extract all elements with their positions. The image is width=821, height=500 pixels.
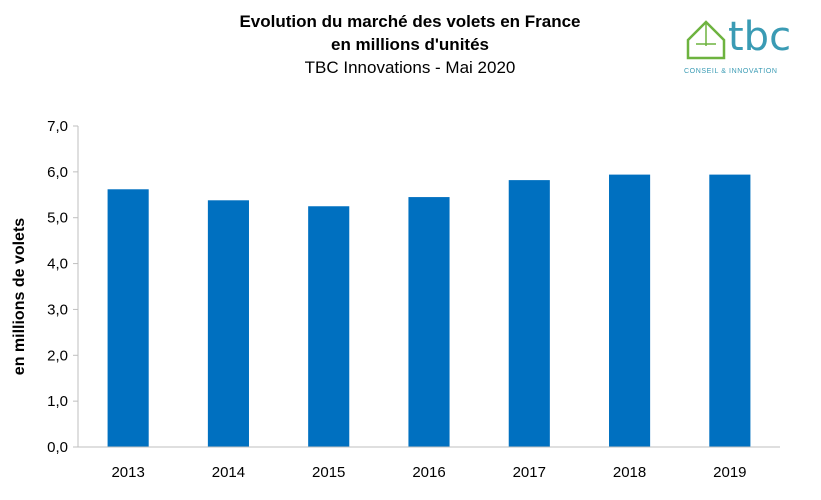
chart-subtitle: TBC Innovations - Mai 2020 xyxy=(304,58,516,77)
y-tick-label: 7,0 xyxy=(47,118,68,135)
bar-2018 xyxy=(609,174,651,447)
x-tick-label: 2018 xyxy=(613,464,646,481)
logo-tagline: CONSEIL & INNOVATION xyxy=(684,68,778,75)
y-tick-label: 4,0 xyxy=(47,256,68,273)
y-tick-label: 5,0 xyxy=(47,210,68,227)
logo-text: tbc xyxy=(728,14,792,60)
y-tick-label: 2,0 xyxy=(47,347,68,364)
bar-2017 xyxy=(508,180,550,447)
house-icon xyxy=(686,20,726,60)
bar-2019 xyxy=(709,174,751,447)
y-tick-label: 3,0 xyxy=(47,301,68,318)
bars xyxy=(107,174,751,448)
tbc-logo: tbc CONSEIL & INNOVATION xyxy=(684,14,804,80)
y-axis-label: en millions de volets xyxy=(11,218,28,375)
y-tick-label: 1,0 xyxy=(47,393,68,410)
y-axis-ticks: 0,0 1,0 2,0 3,0 4,0 5,0 6,0 7,0 xyxy=(47,118,78,456)
chart-title-line1: Evolution du marché des volets en France xyxy=(239,12,581,31)
x-tick-label: 2017 xyxy=(513,464,546,481)
x-axis-ticks: 2013 2014 2015 2016 2017 2018 2019 xyxy=(111,464,746,481)
x-tick-label: 2016 xyxy=(412,464,445,481)
bar-2013 xyxy=(107,189,149,448)
x-tick-label: 2014 xyxy=(212,464,245,481)
y-tick-label: 0,0 xyxy=(47,439,68,456)
bar-2016 xyxy=(408,197,450,447)
x-tick-label: 2019 xyxy=(713,464,746,481)
x-tick-label: 2015 xyxy=(312,464,345,481)
chart-title-line2: en millions d'unités xyxy=(330,35,489,54)
x-tick-label: 2013 xyxy=(111,464,144,481)
y-tick-label: 6,0 xyxy=(47,164,68,181)
chart-title-block: Evolution du marché des volets en France… xyxy=(150,10,670,80)
bar-2015 xyxy=(308,206,350,447)
bar-2014 xyxy=(207,200,249,447)
